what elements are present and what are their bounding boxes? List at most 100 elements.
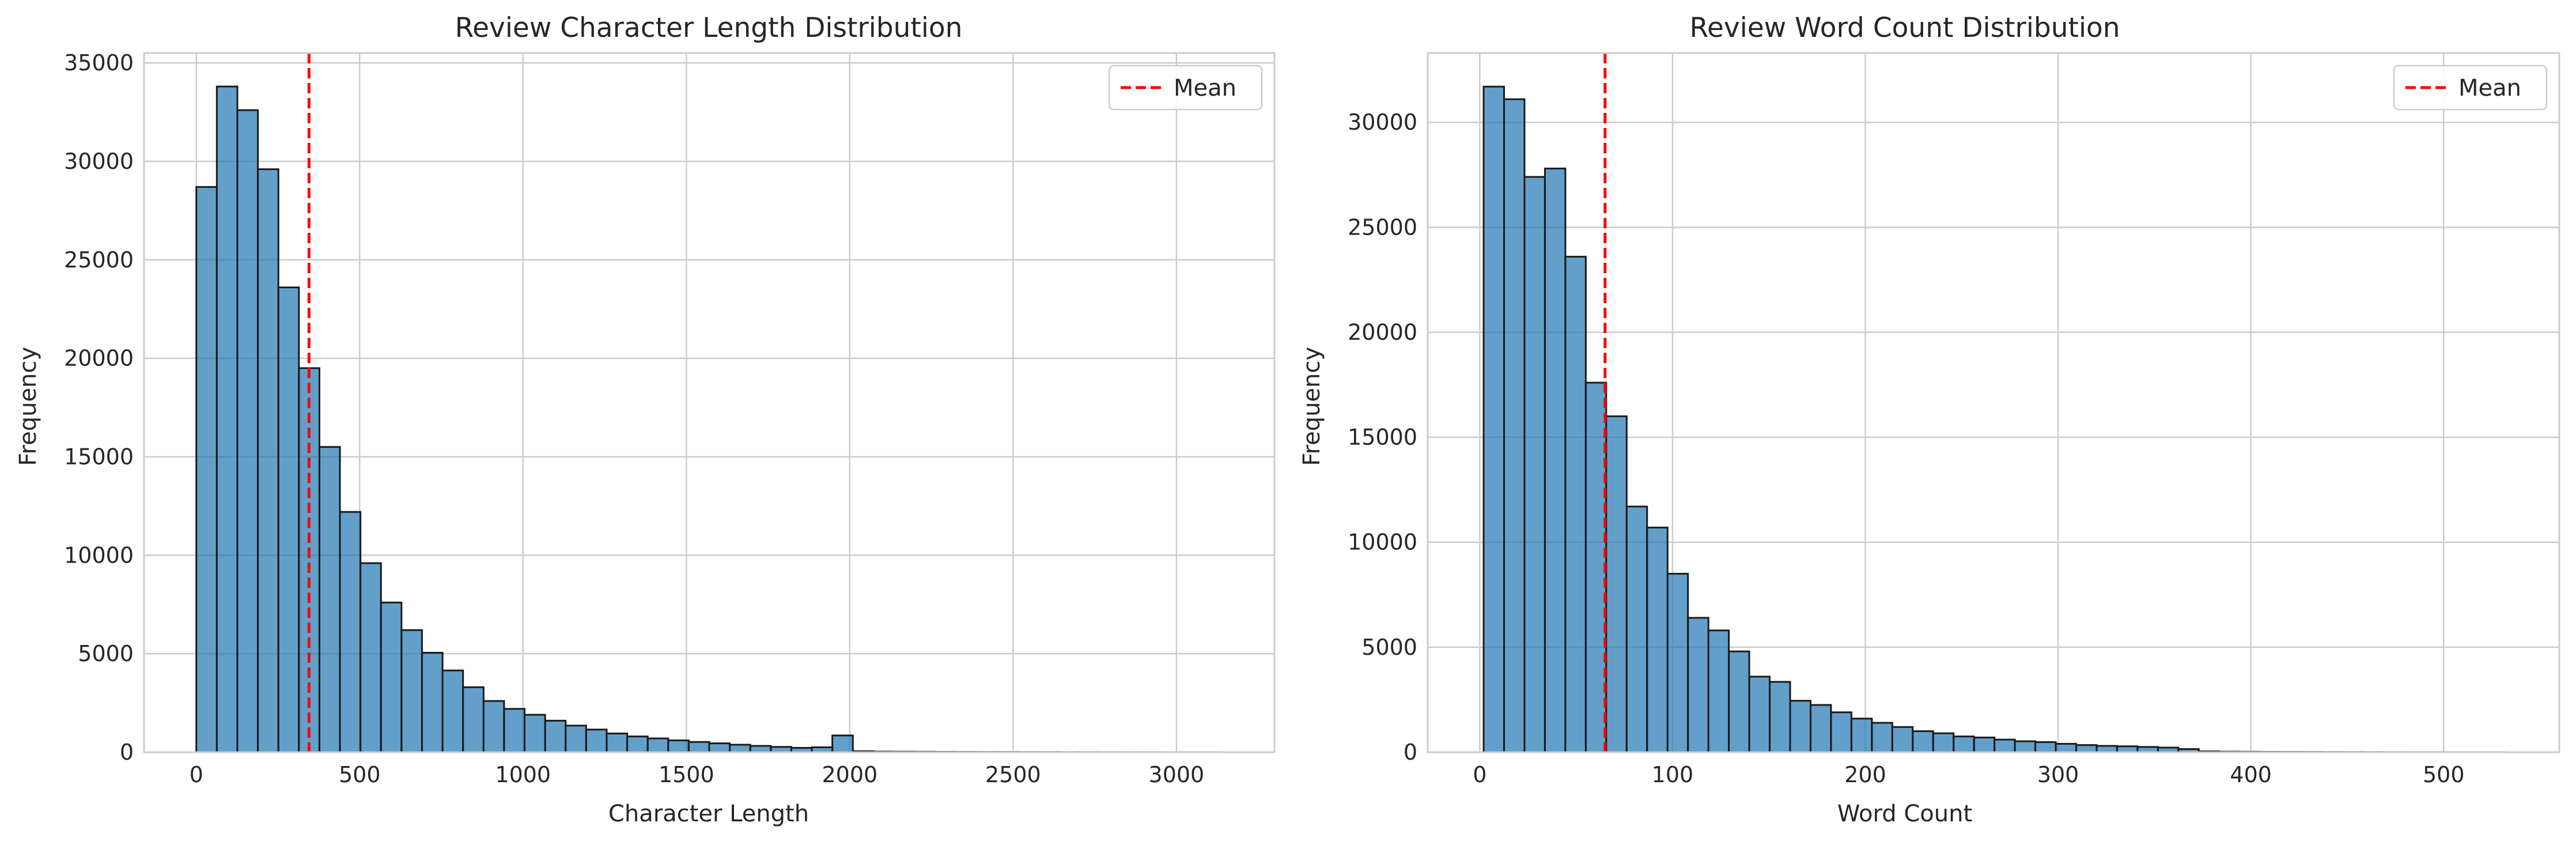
histogram-bar (360, 562, 382, 753)
plot-area: 0 5000 10000 15000 20000 25000 30000 35000 0 500 1… (64, 50, 1276, 787)
histogram-bar (2095, 745, 2118, 753)
histogram-bar (687, 741, 710, 753)
axes-frame (1427, 52, 2560, 753)
y-tick-label: 5000 (1361, 635, 1417, 660)
legend-box (2393, 65, 2548, 111)
plot-area: 0 5000 10000 15000 20000 25000 30000 0 100 200 300… (1348, 52, 2560, 787)
histogram-bar (1646, 526, 1669, 753)
histogram-bar (729, 744, 751, 753)
y-tick-label: 35000 (64, 50, 134, 76)
histogram-bar (339, 511, 362, 753)
histogram-bar (1687, 617, 1709, 753)
histogram-bar (1482, 85, 1505, 753)
axes-frame (143, 52, 1276, 753)
y-tick-label: 30000 (64, 149, 134, 174)
histogram-bar (1503, 98, 1526, 753)
x-axis-label: Word Count (1837, 801, 1972, 827)
legend: Mean (1108, 65, 1263, 111)
y-tick-label: 20000 (1348, 319, 1417, 345)
histogram-bar (524, 714, 546, 753)
x-tick-label: 2500 (985, 762, 1041, 787)
y-tick-label: 5000 (78, 641, 134, 666)
histogram-bar (462, 686, 485, 753)
histogram-bar (380, 601, 403, 753)
x-tick-label: 500 (339, 762, 381, 787)
x-tick-label: 0 (1473, 762, 1486, 787)
histogram-bar (1625, 506, 1648, 753)
histogram-bar (2055, 742, 2078, 753)
y-axis-label: Frequency (1299, 347, 1325, 466)
histogram-bar (503, 708, 526, 753)
histogram-bar (585, 729, 608, 753)
histogram-bar (1666, 572, 1689, 753)
histogram-bar (2116, 745, 2139, 753)
histogram-bar (1564, 255, 1587, 753)
y-tick-label: 15000 (1348, 425, 1417, 450)
histogram-bar (1728, 650, 1750, 753)
legend-box (1108, 65, 1263, 111)
chart-title: Review Character Length Distribution (455, 12, 963, 44)
y-tick-label: 25000 (64, 247, 134, 273)
histogram-bar (1523, 176, 1546, 753)
legend: Mean (2393, 65, 2548, 111)
histogram-bar (1891, 726, 1914, 753)
histogram-bar (626, 735, 649, 753)
histogram-bar (606, 733, 629, 753)
histogram-bar (195, 186, 218, 753)
histogram-bar (1769, 681, 1791, 753)
histogram-bar (1584, 382, 1607, 753)
y-tick-label: 10000 (1348, 530, 1417, 555)
histogram-bar (1973, 737, 1996, 753)
histogram-bar (667, 739, 690, 753)
histogram-bar (318, 446, 341, 753)
histogram-bar (2075, 744, 2098, 753)
legend-label: Mean (2458, 75, 2521, 101)
y-tick-label: 15000 (64, 444, 134, 469)
x-tick-label: 100 (1652, 762, 1694, 787)
histogram-bar (1748, 676, 1771, 753)
histogram-bar (236, 109, 259, 753)
x-tick-label: 400 (2230, 762, 2272, 787)
y-tick-label: 10000 (64, 542, 134, 568)
histogram-bar (1789, 700, 1811, 753)
histogram-bar (565, 725, 587, 753)
histogram-bar (421, 651, 444, 753)
histogram-bar (2014, 740, 2037, 753)
histogram-bar (1850, 718, 1873, 753)
histogram-bar (257, 168, 279, 753)
histogram-bar (1544, 167, 1567, 753)
y-tick-label: 25000 (1348, 214, 1417, 240)
histogram-bar (1707, 629, 1730, 753)
histogram-bar (544, 719, 567, 753)
histogram-bar (441, 669, 464, 753)
histogram-bar (831, 734, 854, 753)
histogram-bar (749, 745, 772, 753)
histogram-bar (400, 629, 423, 753)
histogram-bar (1932, 732, 1955, 753)
legend-label: Mean (1174, 75, 1236, 101)
y-tick-label: 30000 (1348, 110, 1417, 135)
histogram-bar (1605, 415, 1628, 753)
histogram-bar (1809, 704, 1832, 753)
y-tick-label: 0 (120, 740, 134, 765)
x-tick-label: 1500 (659, 762, 714, 787)
y-tick-label: 20000 (64, 346, 134, 371)
histogram-bar (1912, 730, 1934, 753)
histogram-bar (1871, 722, 1893, 753)
histogram-bar (298, 367, 320, 753)
histogram-bar (708, 742, 731, 753)
x-tick-label: 500 (2423, 762, 2465, 787)
x-tick-label: 2000 (822, 762, 877, 787)
histogram-bar (2034, 741, 2057, 753)
histogram-bar (215, 85, 239, 753)
x-tick-label: 0 (190, 762, 203, 787)
y-tick-label: 0 (1404, 740, 1417, 765)
chart-character-length: Review Character Length Distribution Cha… (15, 12, 1276, 827)
x-tick-label: 200 (1844, 762, 1886, 787)
histogram-bar (482, 700, 505, 753)
chart-title: Review Word Count Distribution (1689, 12, 2120, 44)
x-axis-label: Character Length (608, 801, 809, 827)
x-tick-label: 300 (2037, 762, 2079, 787)
histogram-bar (1953, 735, 1975, 753)
